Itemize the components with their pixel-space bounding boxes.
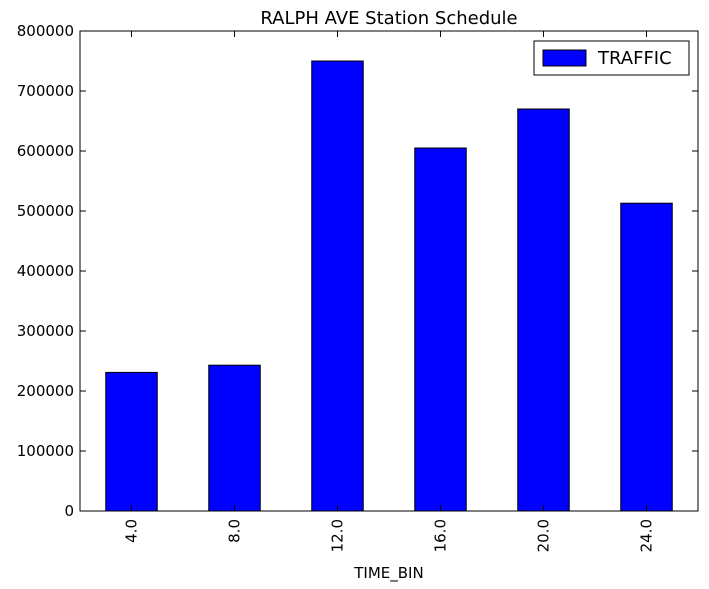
chart-title: RALPH AVE Station Schedule (260, 8, 517, 29)
x-axis: 4.0 8.0 12.0 16.0 20.0 24.0 (123, 31, 656, 552)
legend-frame (533, 40, 690, 76)
y-tick-label: 800000 (17, 22, 74, 40)
bar-8-0 (208, 364, 261, 512)
legend-swatch-traffic (542, 49, 587, 67)
x-tick-label: 8.0 (226, 519, 244, 543)
y-tick-label: 500000 (17, 202, 74, 220)
y-axis: 0 100000 200000 300000 400000 500000 600000 700… (17, 22, 698, 520)
x-tick-label: 16.0 (432, 519, 450, 552)
y-tick-label: 700000 (17, 82, 74, 100)
bar-16-0 (414, 147, 467, 512)
x-axis-label: TIME_BIN (353, 564, 423, 583)
bar-4-0 (105, 371, 158, 512)
legend-label-traffic: TRAFFIC (597, 48, 672, 69)
x-tick-label: 12.0 (329, 519, 347, 552)
bars-group (105, 60, 673, 512)
plot-frame (79, 30, 699, 512)
bar-12-0 (311, 60, 364, 512)
bar-24-0 (620, 202, 673, 512)
y-tick-label: 100000 (17, 442, 74, 460)
legend: TRAFFIC (533, 40, 690, 76)
y-tick-label: 0 (64, 502, 74, 520)
x-tick-label: 4.0 (123, 519, 141, 543)
bar-20-0 (517, 108, 570, 512)
y-tick-label: 300000 (17, 322, 74, 340)
y-tick-label: 200000 (17, 382, 74, 400)
y-tick-label: 600000 (17, 142, 74, 160)
y-tick-label: 400000 (17, 262, 74, 280)
x-tick-label: 20.0 (535, 519, 553, 552)
x-tick-label: 24.0 (638, 519, 656, 552)
